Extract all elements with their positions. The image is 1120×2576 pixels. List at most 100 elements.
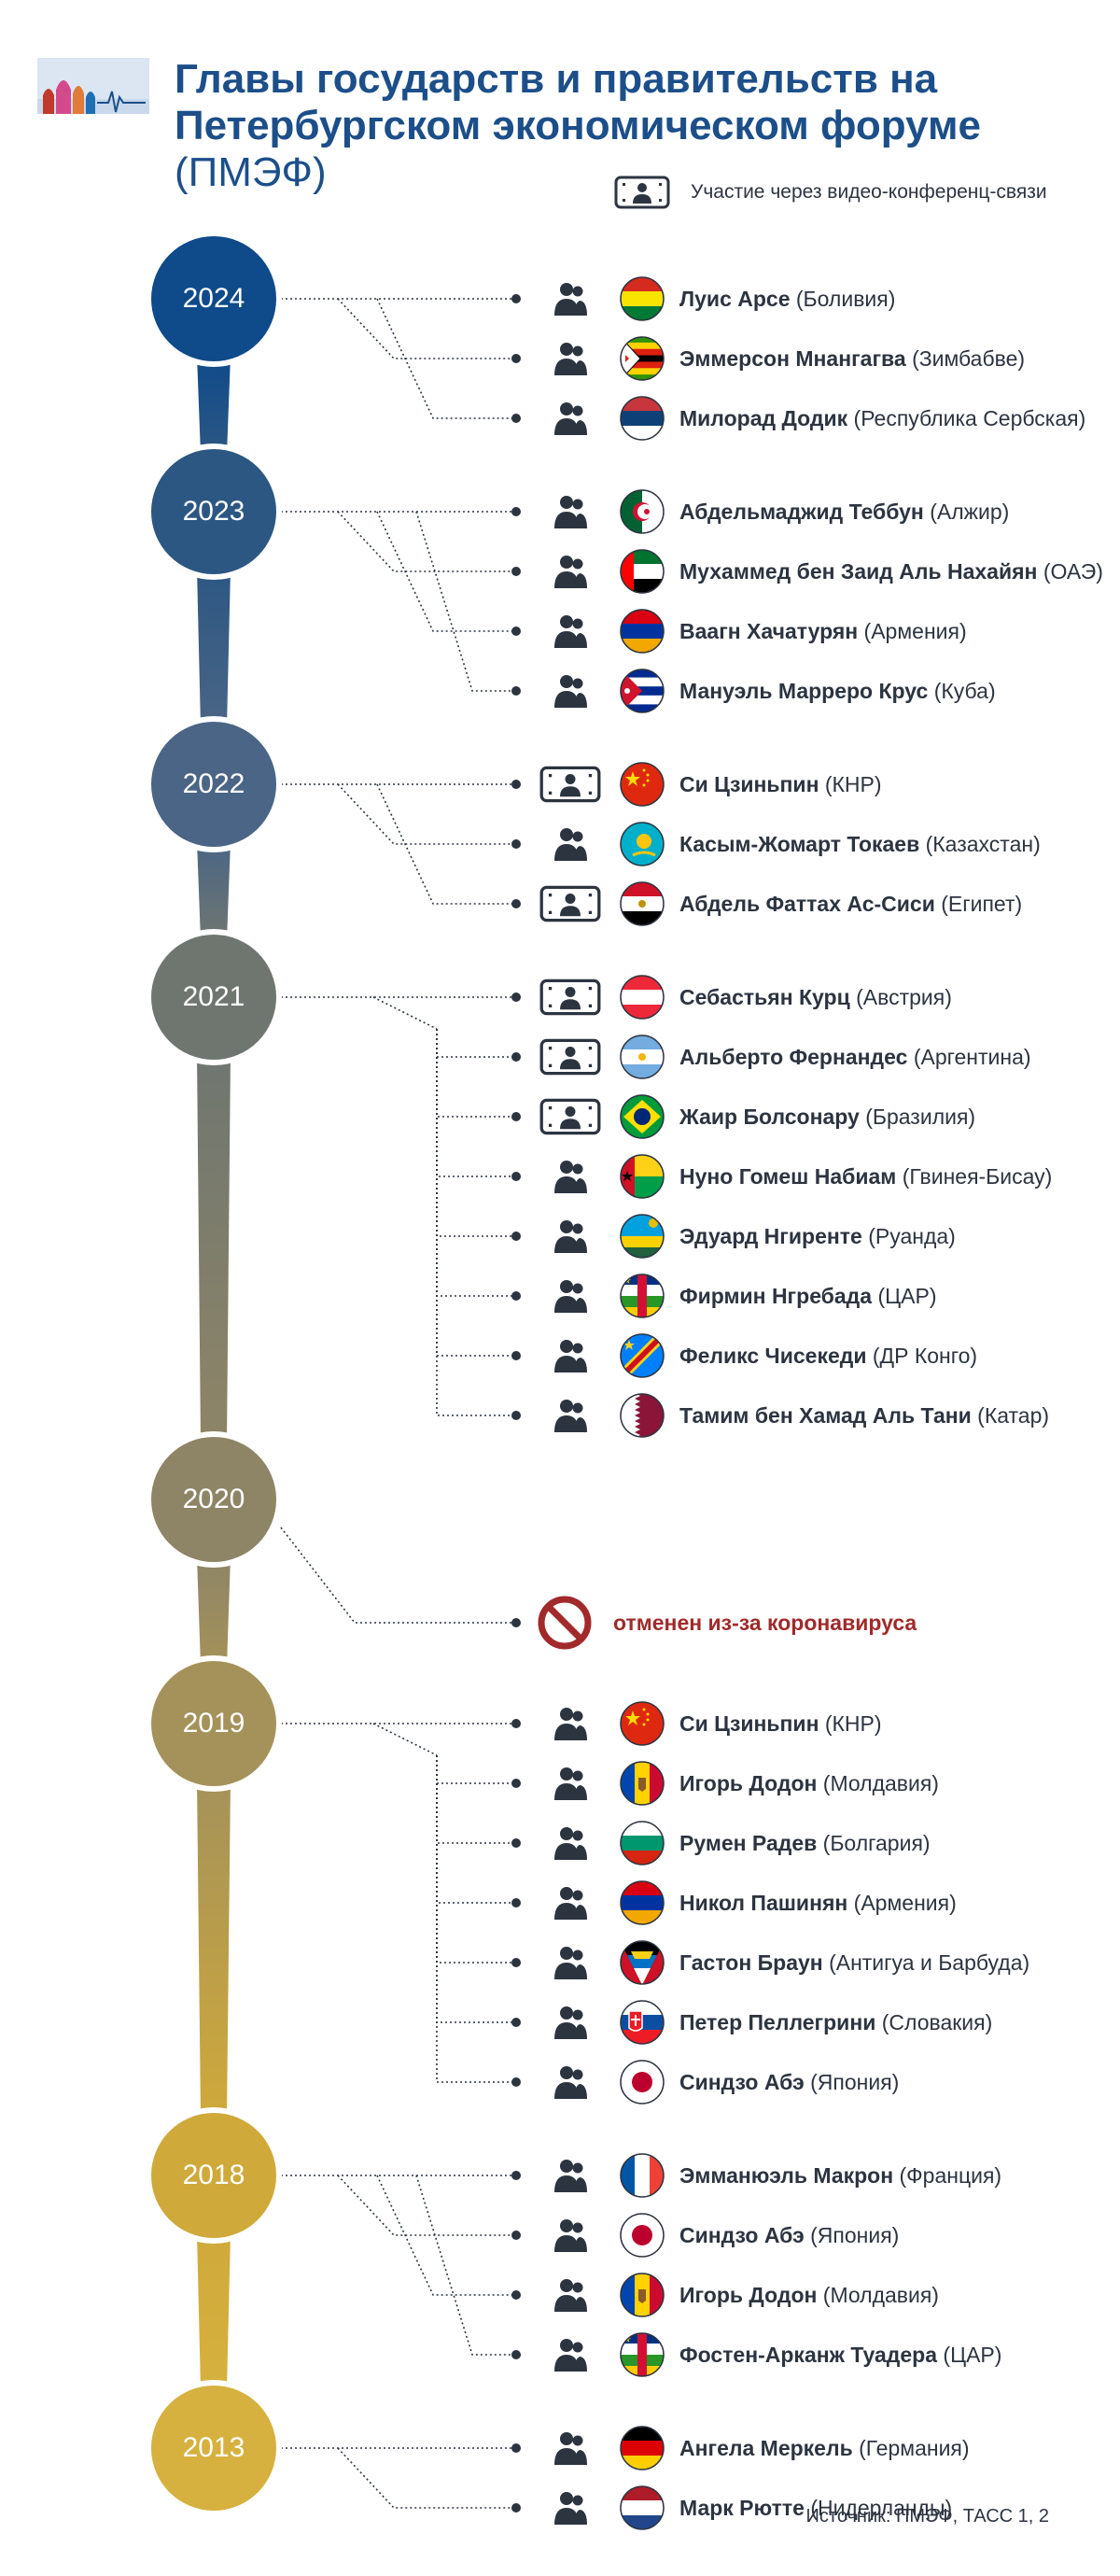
connector-line bbox=[337, 298, 516, 359]
year-circle: 2020 bbox=[151, 1437, 276, 1562]
connector-line bbox=[376, 783, 516, 905]
person-icon bbox=[554, 2066, 587, 2099]
flag-car bbox=[620, 1274, 665, 1318]
participant-text: Абдельмаджид Теббун (Алжир) bbox=[679, 500, 1009, 525]
participant-country: (Молдавия) bbox=[822, 1770, 939, 1795]
year-label: 2024 bbox=[182, 283, 245, 314]
participant-country: (Молдавия) bbox=[822, 2282, 939, 2307]
connector-line bbox=[436, 1755, 516, 2023]
participant-name: Касым-Жомарт Токаев bbox=[679, 831, 920, 856]
participant-text: Абдель Фаттах Ас-Сиси (Египет) bbox=[679, 892, 1022, 917]
participant-country: (Бразилия) bbox=[865, 1104, 976, 1129]
participant-name: Марк Рютте bbox=[679, 2495, 805, 2520]
participant-country: (ЦАР) bbox=[877, 1283, 937, 1308]
participant-name: Игорь Додон bbox=[679, 1770, 818, 1795]
participant-row: Фирмин Нгребада (ЦАР) bbox=[532, 1268, 936, 1324]
participant-country: (Зимбабве) bbox=[912, 345, 1026, 371]
participant-name: Никол Пашинян bbox=[679, 1890, 848, 1915]
participant-row: Петер Пеллегрини (Словакия) bbox=[532, 1994, 992, 2050]
participant-country: (Аргентина) bbox=[913, 1044, 1031, 1069]
flag-algeria bbox=[620, 489, 665, 534]
person-icon bbox=[554, 343, 587, 375]
connector-dot bbox=[511, 414, 521, 423]
cancelled-note: отменен из-за коронавируса bbox=[537, 1595, 917, 1651]
participant-text: Никол Пашинян (Армения) bbox=[679, 1891, 957, 1916]
participant-row: Альберто Фернандес (Аргентина) bbox=[532, 1029, 1031, 1085]
participant-text: Фирмин Нгребада (ЦАР) bbox=[679, 1284, 936, 1309]
person-icon bbox=[554, 2160, 587, 2192]
connector-dot bbox=[511, 1898, 521, 1907]
year-label: 2022 bbox=[182, 768, 245, 799]
participant-row: Себастьян Курц (Австрия) bbox=[532, 969, 952, 1025]
participant-row: Никол Пашинян (Армения) bbox=[532, 1875, 957, 1931]
participation-icon bbox=[532, 2333, 609, 2376]
participation-icon bbox=[532, 1274, 609, 1317]
participant-row: Игорь Додон (Молдавия) bbox=[532, 2267, 939, 2323]
participant-row: Игорь Додон (Молдавия) bbox=[532, 1755, 939, 1811]
flag-germany bbox=[620, 2426, 665, 2470]
participant-row: Си Цзиньпин (КНР) bbox=[532, 1696, 882, 1752]
source-note: Источник: ПМЭФ, ТАСС 1, 2 bbox=[805, 2506, 1049, 2527]
flag-china bbox=[620, 762, 665, 807]
flag-france bbox=[620, 2153, 665, 2198]
year-circle: 2019 bbox=[151, 1661, 276, 1786]
flag-japan bbox=[620, 2060, 665, 2104]
participation-icon bbox=[532, 490, 609, 533]
participant-text: Луис Арсе (Боливия) bbox=[679, 287, 895, 312]
participant-name: Ангела Меркель bbox=[679, 2435, 853, 2460]
participant-country: (Армения) bbox=[863, 618, 967, 643]
flag-kazakhstan bbox=[620, 822, 665, 866]
person-icon bbox=[554, 2006, 587, 2039]
year-label: 2018 bbox=[182, 2160, 245, 2190]
participant-text: Игорь Додон (Молдавия) bbox=[679, 1771, 939, 1796]
flag-car bbox=[620, 2332, 665, 2377]
flag-rwanda bbox=[620, 1214, 665, 1259]
participant-name: Мухаммед бен Заид Аль Нахайян bbox=[679, 558, 1038, 584]
connector-dot bbox=[511, 354, 521, 363]
participant-country: (Япония) bbox=[810, 2069, 900, 2094]
prohibited-icon bbox=[538, 1596, 592, 1650]
year-label: 2023 bbox=[182, 496, 245, 527]
participant-country: (КНР) bbox=[824, 771, 882, 796]
connector-dot bbox=[511, 1618, 521, 1627]
connector-line bbox=[372, 996, 438, 1030]
participant-name: Эдуард Нгиренте bbox=[679, 1223, 862, 1248]
participant-country: (ДР Конго) bbox=[872, 1343, 978, 1368]
flag-slovakia bbox=[620, 2000, 665, 2045]
participant-text: Альберто Фернандес (Аргентина) bbox=[679, 1045, 1031, 1070]
participant-name: Феликс Чисекеди bbox=[679, 1343, 867, 1368]
timeline-bar-segment bbox=[197, 356, 231, 455]
connector-dot bbox=[511, 626, 521, 636]
person-icon bbox=[554, 1280, 587, 1313]
participant-name: Луис Арсе bbox=[679, 286, 791, 311]
participant-name: Синдзо Абэ bbox=[679, 2222, 805, 2247]
connector-dot bbox=[511, 294, 521, 303]
connector-line bbox=[337, 783, 516, 845]
participation-icon bbox=[532, 2427, 609, 2470]
participation-icon bbox=[532, 1941, 609, 1984]
connector-dot bbox=[511, 1291, 521, 1301]
participant-row: Эдуард Нгиренте (Руанда) bbox=[532, 1208, 956, 1264]
connector-dot bbox=[511, 1719, 521, 1728]
connector-line bbox=[337, 2447, 516, 2509]
connector-dot bbox=[511, 839, 521, 849]
participant-name: Альберто Фернандес bbox=[679, 1044, 908, 1069]
participation-icon bbox=[532, 976, 609, 1019]
connector-line bbox=[436, 1755, 516, 1964]
connector-dot bbox=[511, 992, 521, 1002]
participant-text: Синдзо Абэ (Япония) bbox=[679, 2223, 899, 2248]
participant-country: (КНР) bbox=[824, 1710, 882, 1736]
flag-japan bbox=[620, 2213, 665, 2258]
participation-icon bbox=[532, 610, 609, 653]
participation-icon bbox=[532, 2001, 609, 2044]
participant-row: Милорад Додик (Республика Сербская) bbox=[532, 390, 1085, 446]
participation-icon bbox=[532, 1702, 609, 1745]
participant-row: Си Цзиньпин (КНР) bbox=[532, 756, 882, 812]
participant-row: Тамим бен Хамад Аль Тани (Катар) bbox=[532, 1387, 1049, 1443]
person-icon bbox=[554, 1340, 587, 1372]
participant-text: Си Цзиньпин (КНР) bbox=[679, 772, 882, 797]
connector-dot bbox=[511, 507, 521, 516]
participation-icon bbox=[532, 669, 609, 712]
participant-name: Абдель Фаттах Ас-Сиси bbox=[679, 891, 935, 916]
